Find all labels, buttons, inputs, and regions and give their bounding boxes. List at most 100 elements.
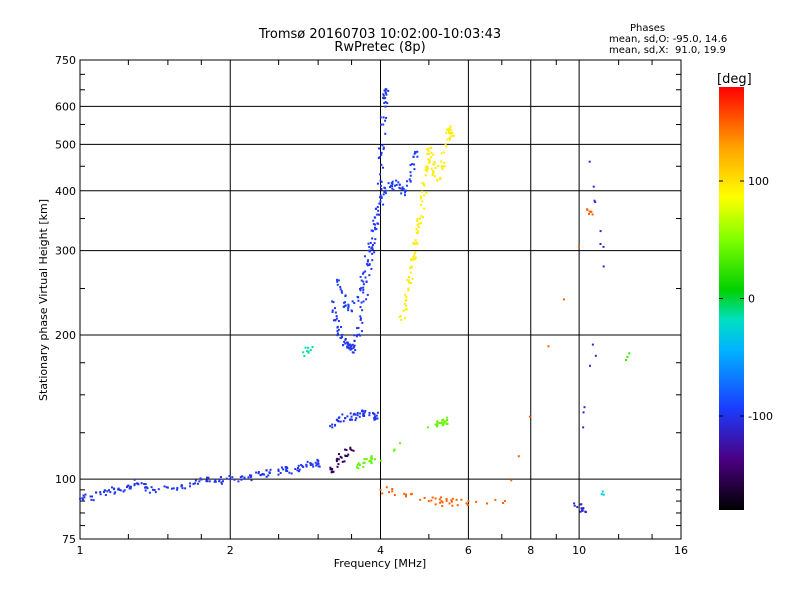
data-point (369, 241, 372, 244)
data-point (379, 488, 382, 491)
data-point (298, 470, 301, 473)
data-point (428, 159, 431, 162)
data-point (106, 490, 109, 493)
data-point (389, 185, 392, 188)
data-point (424, 174, 427, 177)
data-point (267, 474, 270, 477)
data-point (119, 489, 122, 492)
data-point (438, 498, 441, 501)
data-point (334, 423, 337, 426)
data-point (431, 496, 434, 499)
data-point (628, 352, 631, 355)
x-tick-label: 8 (527, 544, 534, 557)
data-point (576, 506, 579, 509)
data-point (277, 468, 280, 471)
data-point (365, 458, 368, 461)
data-point (376, 213, 379, 216)
data-point (368, 249, 371, 252)
data-point (373, 216, 376, 219)
data-point (451, 497, 454, 500)
data-point (290, 472, 293, 475)
data-point (383, 187, 386, 190)
data-point (358, 415, 361, 418)
data-point (255, 471, 258, 474)
data-point (110, 486, 113, 489)
data-point (384, 96, 387, 99)
data-point (342, 344, 345, 347)
data-point (367, 242, 370, 245)
data-point (144, 483, 147, 486)
data-point (95, 491, 98, 494)
data-point (430, 499, 433, 502)
data-point (361, 321, 364, 324)
data-point (427, 161, 430, 164)
data-point (371, 244, 374, 247)
data-point (231, 476, 234, 479)
data-point (428, 160, 431, 163)
data-point (81, 497, 84, 500)
data-point (285, 469, 288, 472)
data-point (260, 473, 263, 476)
data-point (415, 232, 418, 235)
data-point (336, 278, 339, 281)
data-point (317, 465, 320, 468)
data-point (342, 420, 345, 423)
data-point (331, 309, 334, 312)
data-point (384, 101, 387, 104)
data-point (409, 180, 412, 183)
data-point (395, 179, 398, 182)
data-point (362, 291, 365, 294)
data-point (358, 463, 361, 466)
data-point (338, 416, 341, 419)
data-point (331, 311, 334, 314)
data-point (307, 346, 310, 349)
data-point (390, 184, 393, 187)
data-point (384, 189, 387, 192)
y-tick-label: 300 (55, 245, 76, 258)
data-point (599, 230, 602, 233)
data-point (284, 466, 287, 469)
data-point (302, 351, 305, 354)
data-point (445, 499, 448, 502)
data-point (359, 412, 362, 415)
data-point (343, 460, 346, 463)
data-point (373, 418, 376, 421)
data-point (440, 160, 443, 163)
data-point (430, 167, 433, 170)
data-point (600, 493, 603, 496)
data-point (439, 501, 442, 504)
data-point (198, 480, 201, 483)
data-point (280, 466, 283, 469)
data-point (102, 490, 105, 493)
data-point (592, 185, 595, 188)
data-point (384, 90, 387, 93)
data-point (415, 227, 418, 230)
data-point (391, 490, 394, 493)
data-point (443, 161, 446, 164)
data-point (233, 478, 236, 481)
data-point (413, 152, 416, 155)
data-point (517, 455, 520, 458)
data-point (370, 229, 373, 232)
data-point (403, 492, 406, 495)
data-point (589, 364, 592, 367)
data-point (442, 418, 445, 421)
data-point (90, 498, 93, 501)
data-point (335, 458, 338, 461)
data-point (109, 491, 112, 494)
y-axis-label: Stationary phase Virtual Height [km] (37, 199, 50, 401)
data-point (84, 493, 87, 496)
data-point (419, 195, 422, 198)
data-point (360, 279, 363, 282)
data-point (422, 183, 425, 186)
data-point (450, 132, 453, 135)
data-point (440, 152, 443, 155)
data-point (421, 190, 424, 193)
data-point (300, 463, 303, 466)
data-point (286, 466, 289, 469)
data-point (398, 186, 401, 189)
data-point (350, 347, 353, 350)
data-point (306, 350, 309, 353)
data-point (380, 151, 383, 154)
data-point (441, 504, 444, 507)
